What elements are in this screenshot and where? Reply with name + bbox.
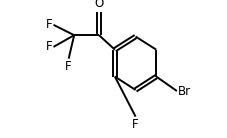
Text: F: F	[132, 118, 139, 131]
Text: F: F	[45, 18, 52, 31]
Text: Br: Br	[178, 85, 192, 98]
Text: F: F	[45, 40, 52, 53]
Text: F: F	[65, 60, 72, 73]
Text: O: O	[94, 0, 104, 10]
